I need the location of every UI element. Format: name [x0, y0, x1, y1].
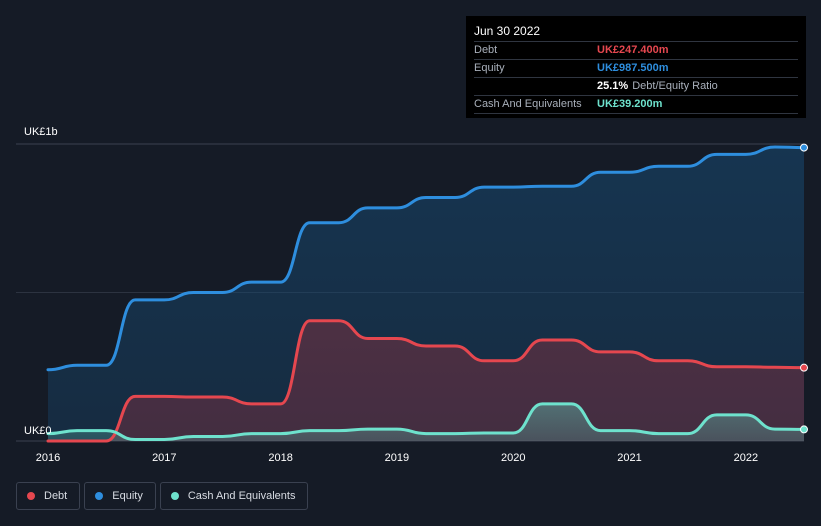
legend-label-cash: Cash And Equivalents — [187, 490, 296, 502]
x-tick-label-2019: 2019 — [385, 452, 409, 464]
end-marker-equity — [800, 143, 808, 152]
legend-dot-debt — [27, 492, 35, 500]
tooltip-date: Jun 30 2022 — [474, 24, 541, 38]
tick-layer: UK£1b UK£0 2016 2017 2018 2019 2020 2021 2022 — [24, 126, 758, 464]
marker-layer — [800, 143, 808, 434]
end-marker-debt — [800, 363, 808, 372]
x-tick-label-2017: 2017 — [152, 452, 176, 464]
tooltip-equity-value: UK£987.500m — [597, 62, 669, 74]
end-marker-cash-and-equivalents — [800, 425, 808, 434]
line-debt — [46, 319, 806, 443]
x-tick-label-2016: 2016 — [36, 452, 60, 464]
chart-legend: Debt Equity Cash And Equivalents — [16, 482, 312, 510]
y-tick-label-zero: UK£0 — [24, 425, 52, 437]
area-debt — [48, 320, 804, 441]
tooltip-cash-label: Cash And Equivalents — [474, 98, 582, 110]
hover-tooltip: Jun 30 2022 Debt UK£247.400m Equity UK£9… — [466, 16, 806, 118]
tooltip-cash-value: UK£39.200m — [597, 98, 663, 110]
tooltip-row-ratio: 25.1% Debt/Equity Ratio — [474, 77, 798, 95]
legend-dot-equity — [95, 492, 104, 500]
tooltip-debt-label: Debt — [474, 44, 498, 56]
line-cash-and-equivalents — [46, 402, 806, 441]
legend-item-debt[interactable]: Debt — [16, 482, 81, 510]
tooltip-row-debt: Debt UK£247.400m — [474, 41, 798, 59]
tooltip-ratio-value: 25.1% — [597, 80, 629, 92]
line-equity — [46, 145, 806, 372]
x-tick-label-2021: 2021 — [617, 452, 641, 464]
legend-item-cash[interactable]: Cash And Equivalents — [159, 482, 309, 510]
y-tick-label-max: UK£1b — [24, 126, 58, 138]
x-tick-label-2022: 2022 — [734, 452, 758, 464]
tooltip-ratio-spacer — [474, 78, 597, 95]
tooltip-row-cash: Cash And Equivalents UK£39.200m — [474, 95, 798, 114]
legend-label-debt: Debt — [44, 490, 68, 502]
legend-label-equity: Equity — [112, 490, 143, 502]
legend-dot-cash — [170, 492, 179, 500]
x-tick-label-2020: 2020 — [501, 452, 525, 464]
legend-item-equity[interactable]: Equity — [84, 482, 156, 510]
x-tick-label-2018: 2018 — [268, 452, 292, 464]
line-layer — [46, 145, 806, 443]
tooltip-ratio-label: Debt/Equity Ratio — [632, 80, 718, 92]
tooltip-row-equity: Equity UK£987.500m — [474, 59, 798, 77]
tooltip-debt-value: UK£247.400m — [597, 44, 669, 56]
tooltip-equity-label: Equity — [474, 62, 505, 74]
